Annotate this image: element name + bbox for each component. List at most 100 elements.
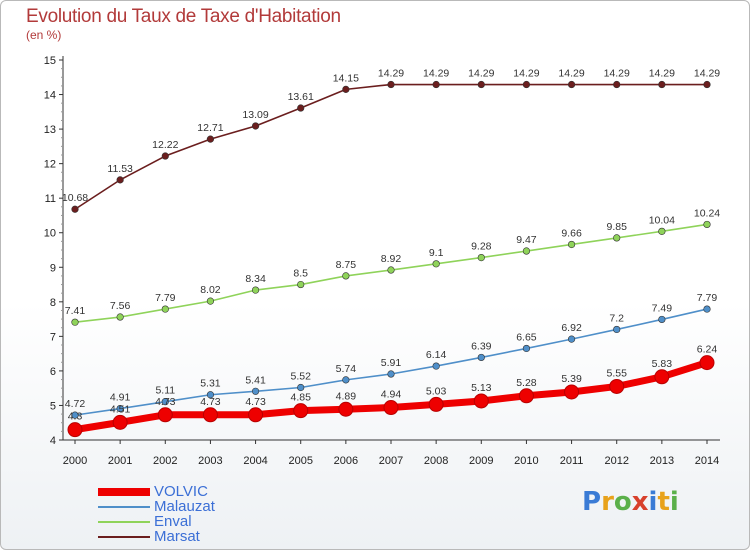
data-label: 14.29	[378, 68, 404, 80]
data-point	[613, 234, 621, 242]
x-tick-label: 2004	[243, 455, 267, 467]
data-point	[342, 376, 350, 384]
data-labels: 10.68 11.53 12.22 12.71 13.09 13.61 14.15 14.29…	[62, 68, 720, 423]
data-label: 12.22	[152, 139, 178, 151]
chart-unit: (en %)	[26, 28, 62, 42]
data-point	[157, 407, 173, 423]
data-label: 14.29	[649, 68, 675, 80]
logo-letter: P	[582, 487, 602, 517]
data-point	[251, 122, 260, 130]
y-tick-label: 6	[50, 366, 56, 378]
data-label: 5.41	[245, 374, 266, 386]
data-label: 9.85	[606, 221, 627, 233]
proxiti-logo: Proxiti	[582, 487, 679, 517]
legend-swatch	[98, 520, 150, 523]
legend-item-malauzat: Malauzat	[98, 499, 215, 514]
data-label: 6.14	[426, 349, 447, 361]
logo-letter: i	[648, 487, 658, 517]
x-tick-label: 2014	[695, 455, 719, 467]
data-label: 14.29	[604, 68, 630, 80]
data-label: 4.94	[381, 389, 402, 401]
data-point	[297, 280, 305, 289]
y-tick-label: 8	[50, 297, 56, 309]
data-label: 8.5	[293, 268, 308, 280]
data-point	[518, 388, 534, 404]
x-tick-label: 2002	[153, 455, 177, 467]
data-label: 12.71	[197, 122, 223, 134]
data-label: 4.89	[336, 390, 357, 402]
data-point	[116, 313, 124, 321]
data-label: 13.09	[242, 109, 268, 121]
data-point	[658, 315, 666, 324]
data-label: 8.02	[200, 284, 221, 296]
x-tick-label: 2013	[650, 455, 674, 467]
data-point	[477, 80, 485, 89]
x-tick-label: 2010	[514, 455, 538, 467]
data-label: 10.68	[62, 192, 88, 204]
data-point	[202, 407, 218, 423]
data-point	[613, 325, 621, 334]
legend-item-volvic: VOLVIC	[98, 484, 215, 499]
data-point	[703, 220, 711, 229]
data-label: 8.75	[336, 259, 357, 271]
x-tick-label: 2009	[469, 455, 493, 467]
data-label: 10.24	[694, 207, 720, 219]
series-layer	[67, 80, 715, 438]
data-point	[112, 414, 128, 430]
data-point	[67, 422, 83, 438]
x-tick-label: 2006	[334, 455, 358, 467]
data-label: 6.24	[697, 344, 718, 356]
data-point	[251, 387, 260, 395]
data-label: 14.29	[558, 68, 584, 80]
data-label: 9.66	[561, 227, 582, 239]
logo-letter: o	[613, 487, 632, 517]
data-label: 7.79	[697, 292, 718, 304]
data-label: 4.51	[110, 403, 131, 415]
data-point	[342, 85, 350, 93]
data-label: 10.04	[649, 214, 675, 226]
data-point	[206, 391, 215, 399]
data-label: 14.29	[694, 68, 720, 80]
data-label: 9.1	[429, 247, 444, 259]
data-point	[432, 80, 440, 89]
legend-swatch	[98, 505, 150, 508]
data-point	[654, 369, 670, 385]
data-label: 5.55	[606, 367, 627, 379]
data-point	[116, 176, 124, 184]
data-point	[387, 266, 395, 274]
data-point	[297, 383, 305, 392]
data-point	[703, 305, 711, 313]
x-tick-label: 2000	[63, 455, 87, 467]
data-point	[71, 205, 79, 213]
data-point	[383, 400, 399, 416]
data-label: 14.29	[423, 68, 449, 80]
y-tick-label: 4	[50, 435, 56, 447]
data-label: 5.03	[426, 385, 447, 397]
x-tick-label: 2001	[108, 455, 132, 467]
data-point	[161, 305, 169, 313]
data-label: 5.11	[155, 385, 175, 397]
legend-item-enval: Enval	[98, 514, 215, 529]
data-label: 6.39	[471, 340, 492, 352]
data-label: 14.29	[468, 68, 494, 80]
data-label: 4.73	[245, 396, 266, 408]
data-label: 7.79	[155, 292, 176, 304]
legend-label: Malauzat	[154, 498, 215, 515]
x-tick-label: 2012	[604, 455, 628, 467]
y-tick-label: 9	[50, 262, 56, 274]
data-label: 7.49	[652, 302, 673, 314]
data-point	[432, 362, 440, 370]
data-point	[161, 152, 169, 160]
x-tick-label: 2005	[288, 455, 312, 467]
data-point	[387, 370, 395, 378]
logo-letter: t	[657, 487, 670, 517]
legend-label: Enval	[154, 513, 192, 530]
data-point	[338, 401, 354, 417]
legend: VOLVIC Malauzat Enval Marsat	[98, 484, 215, 544]
data-label: 4.3	[68, 411, 83, 423]
data-label: 5.91	[381, 357, 402, 369]
y-tick-label: 5	[50, 400, 56, 412]
data-label: 9.47	[516, 234, 537, 246]
data-point	[293, 403, 309, 419]
